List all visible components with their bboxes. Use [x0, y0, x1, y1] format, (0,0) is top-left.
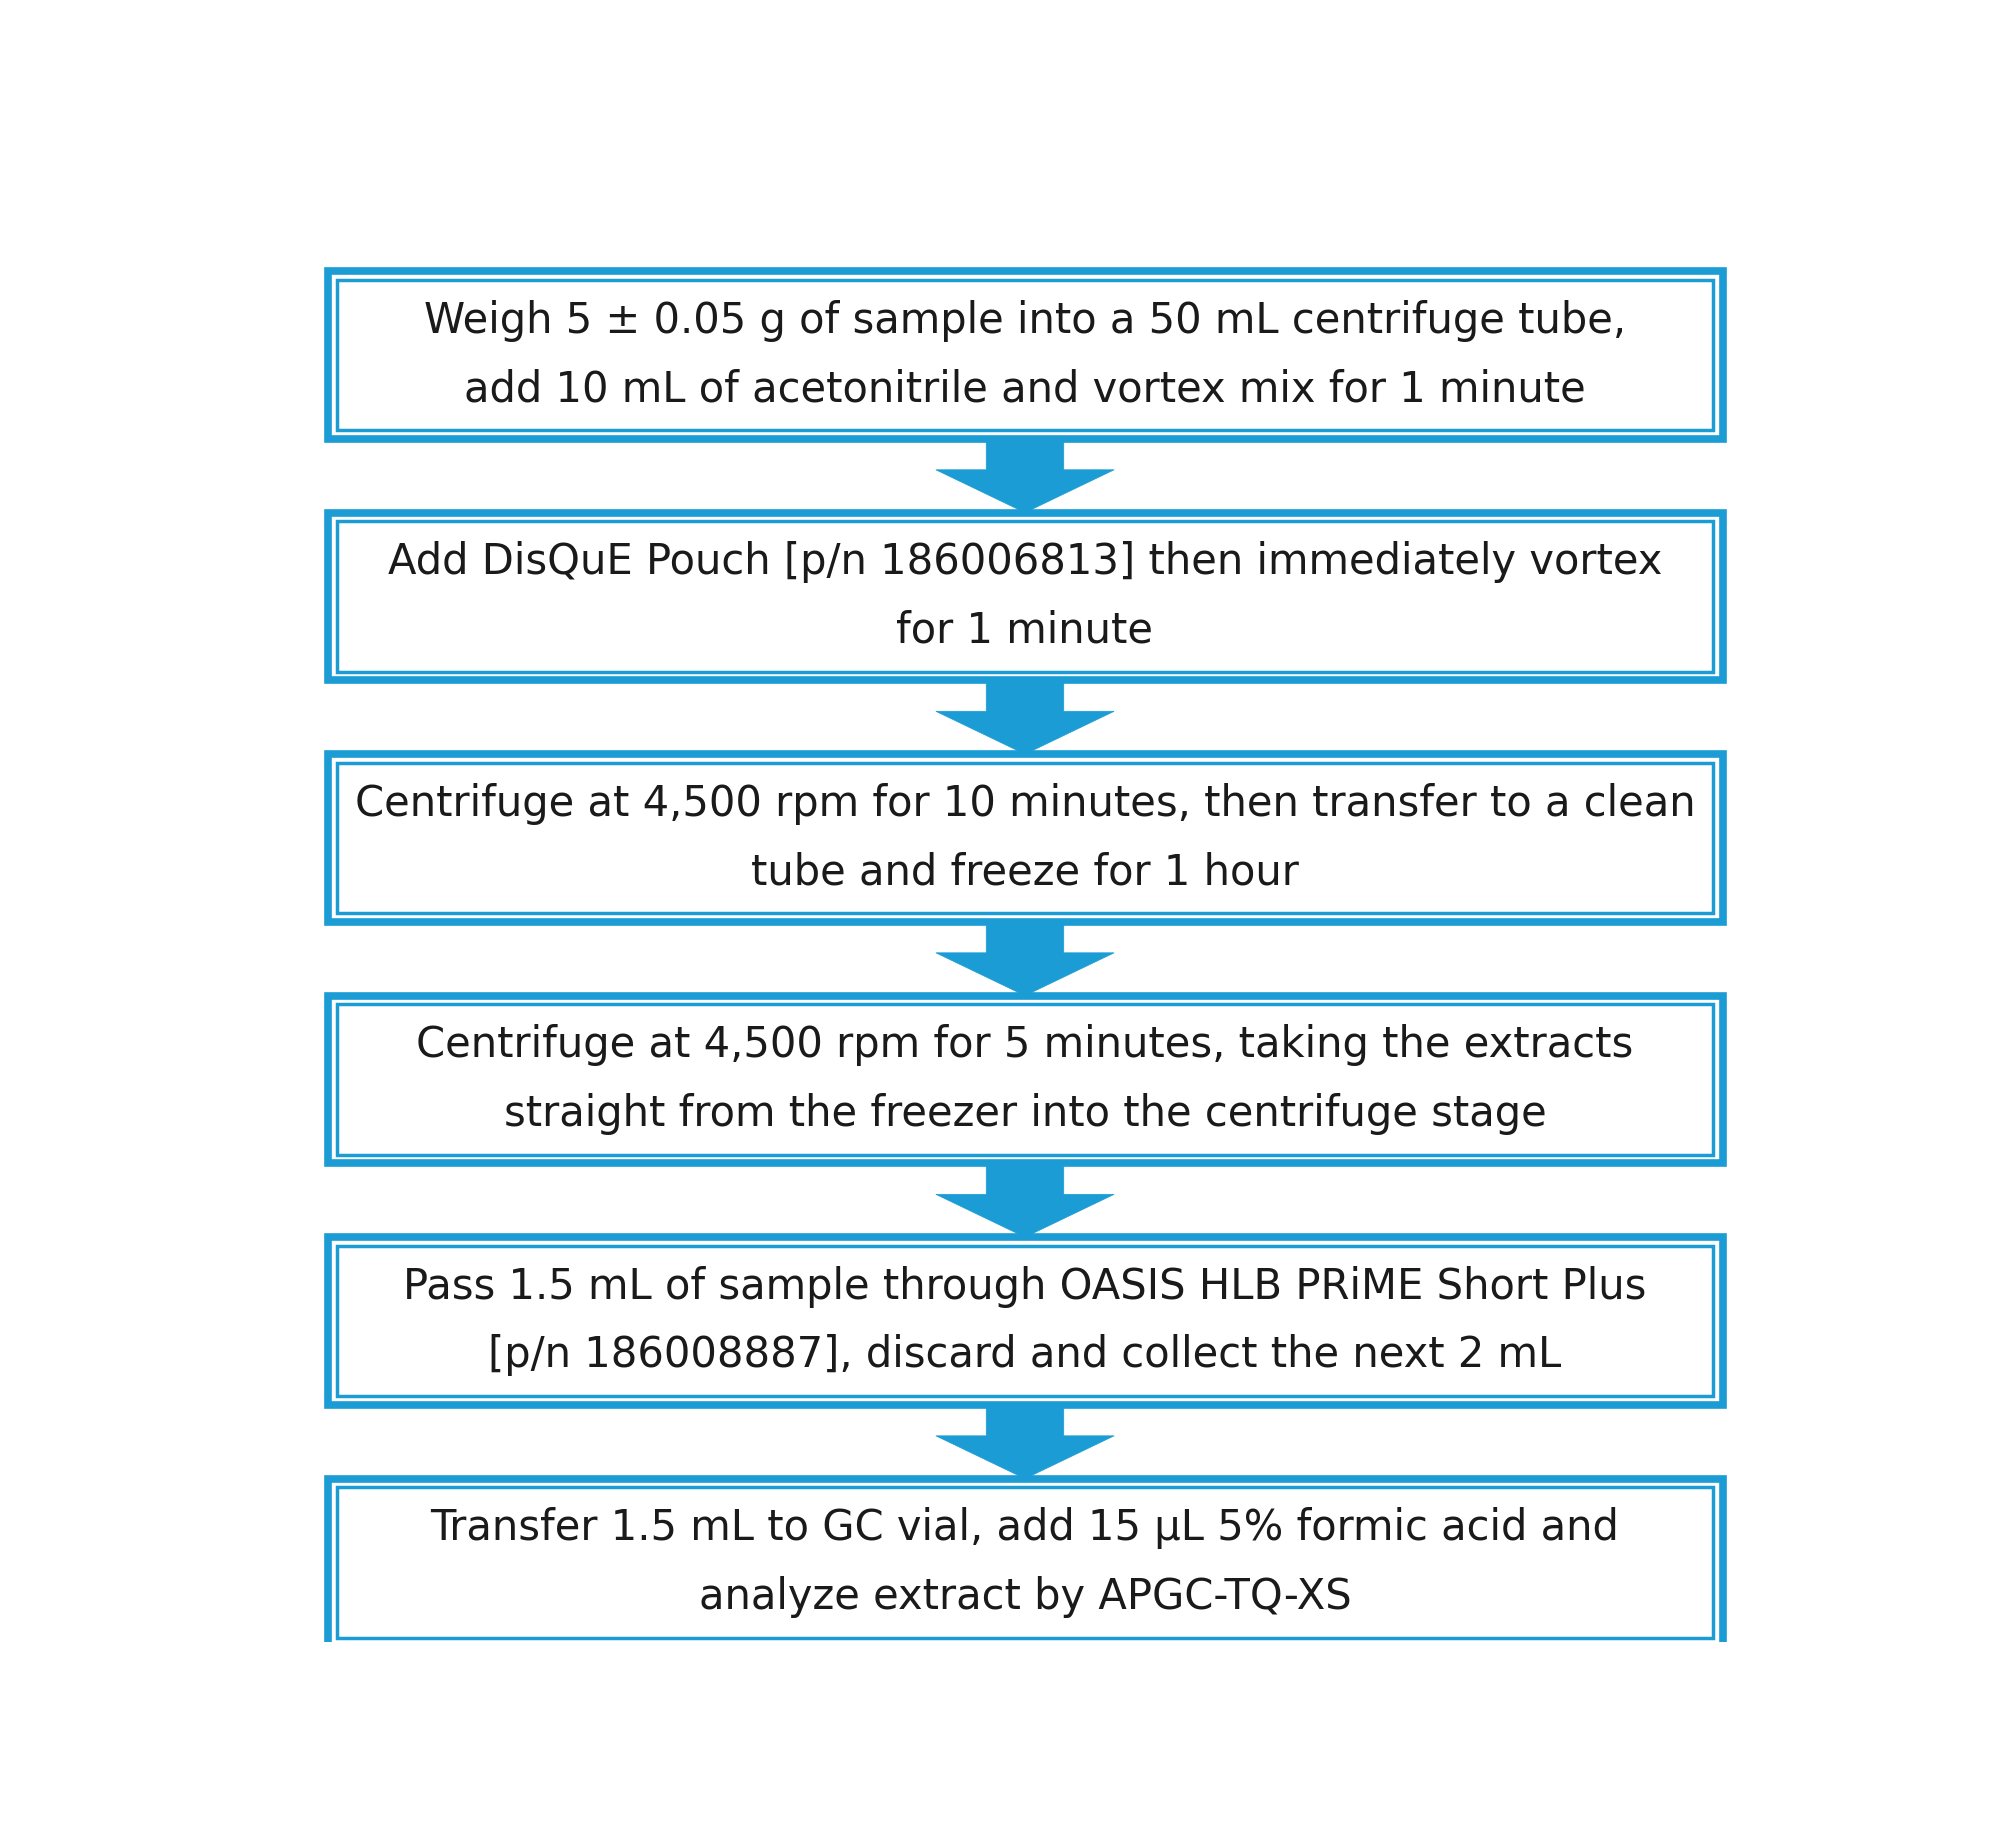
Bar — [336, 520, 1714, 672]
Bar — [336, 762, 1714, 913]
Text: Transfer 1.5 mL to GC vial, add 15 μL 5% formic acid and
analyze extract by APGC: Transfer 1.5 mL to GC vial, add 15 μL 5%… — [430, 1507, 1620, 1618]
Polygon shape — [936, 439, 1114, 513]
Bar — [336, 1004, 1714, 1155]
Bar — [336, 280, 1714, 430]
Bar — [328, 1478, 1722, 1646]
Polygon shape — [936, 1404, 1114, 1478]
Bar — [336, 1487, 1714, 1638]
Text: Add DisQuE Pouch [p/n 186006813] then immediately vortex
for 1 minute: Add DisQuE Pouch [p/n 186006813] then im… — [388, 541, 1662, 651]
Bar — [336, 1245, 1714, 1397]
Text: Centrifuge at 4,500 rpm for 10 minutes, then transfer to a clean
tube and freeze: Centrifuge at 4,500 rpm for 10 minutes, … — [354, 782, 1696, 893]
Polygon shape — [936, 681, 1114, 755]
Bar — [328, 755, 1722, 922]
Polygon shape — [936, 1164, 1114, 1238]
Text: Centrifuge at 4,500 rpm for 5 minutes, taking the extracts
straight from the fre: Centrifuge at 4,500 rpm for 5 minutes, t… — [416, 1024, 1634, 1135]
Bar — [328, 271, 1722, 439]
Bar — [328, 513, 1722, 681]
Bar — [328, 1238, 1722, 1404]
Polygon shape — [936, 922, 1114, 996]
Text: Pass 1.5 mL of sample through OASIS HLB PRiME Short Plus
[p/n 186008887], discar: Pass 1.5 mL of sample through OASIS HLB … — [404, 1266, 1646, 1376]
Bar — [328, 996, 1722, 1164]
Text: Weigh 5 ± 0.05 g of sample into a 50 mL centrifuge tube,
add 10 mL of acetonitri: Weigh 5 ± 0.05 g of sample into a 50 mL … — [424, 299, 1626, 410]
